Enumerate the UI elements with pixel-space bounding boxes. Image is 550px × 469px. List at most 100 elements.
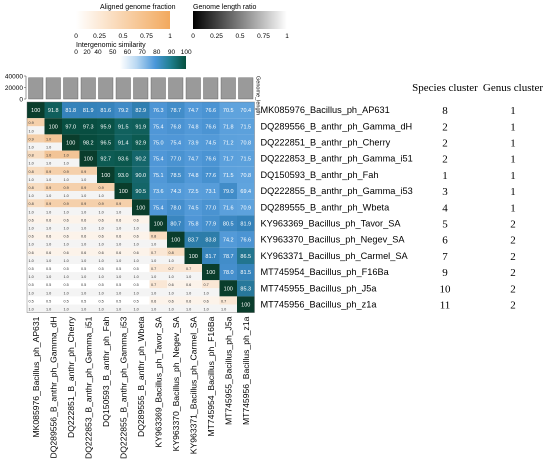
row-label: KY963369_Bacillus_ph_Tavor_SA — [261, 219, 402, 229]
length-ratio-value: 1.0 — [151, 291, 156, 295]
heatmap-cell-aligned-fraction — [62, 215, 80, 224]
genus-cluster-value: 1 — [510, 186, 516, 198]
aligned-fraction-value: 0.6 — [99, 251, 104, 255]
heatmap-cell-value: 75.4 — [153, 124, 164, 130]
length-ratio-value: 1.0 — [46, 243, 51, 247]
length-ratio-value: 1.0 — [151, 308, 156, 312]
length-ratio-value: 1.0 — [99, 210, 104, 214]
aligned-fraction-value: 0.5 — [134, 267, 139, 271]
heatmap-cell-aligned-fraction — [44, 166, 62, 175]
heatmap-cell-length-ratio — [44, 158, 62, 167]
heatmap-cell-length-ratio — [97, 191, 115, 200]
aligned-fraction-value: 0.6 — [116, 218, 121, 222]
length-legend-ticks: 0 0.25 0.5 0.75 1 — [191, 33, 289, 40]
heatmap-cell-value: 90.0 — [135, 173, 146, 179]
aligned-fraction-value: 0.6 — [186, 299, 191, 303]
heatmap-cell-aligned-fraction — [132, 280, 150, 289]
aligned-fraction-value: 0.5 — [64, 299, 69, 303]
heatmap-cell-similarity — [62, 118, 80, 135]
aligned-fraction-value: 0.7 — [151, 251, 156, 255]
length-ratio-value: 1.0 — [29, 210, 34, 214]
aligned-legend-tick: 0.25 — [93, 33, 106, 40]
aligned-legend-tick: 0.75 — [140, 33, 153, 40]
species-cluster-value: 11 — [440, 300, 451, 312]
bar-axis-label: Genome_length — [255, 76, 261, 115]
heatmap-cell-aligned-fraction — [219, 296, 237, 305]
aligned-fraction-value: 0.9 — [116, 202, 121, 206]
heatmap-cell-similarity — [202, 199, 220, 216]
heatmap-cell-aligned-fraction — [27, 280, 45, 289]
heatmap-cell-aligned-fraction — [27, 247, 45, 256]
aligned-fraction-value: 0.7 — [169, 267, 174, 271]
heatmap-cell-length-ratio — [27, 288, 45, 297]
length-ratio-value: 1.0 — [81, 275, 86, 279]
heatmap-cell-value: 73.6 — [153, 189, 164, 195]
heatmap-cell-length-ratio — [132, 239, 150, 248]
heatmap-cell-aligned-fraction — [114, 280, 132, 289]
heatmap-cell-value: 71.8 — [223, 124, 234, 130]
aligned-legend-tick: 0 — [74, 33, 78, 40]
aligned-fraction-value: 0.6 — [46, 251, 51, 255]
length-ratio-value: 1.0 — [116, 227, 121, 231]
aligned-fraction-value: 0.6 — [134, 251, 139, 255]
aligned-legend-ticks: 0 0.25 0.5 0.75 1 — [74, 33, 172, 40]
row-label: KY963371_Bacillus_ph_Carmel_SA — [261, 251, 409, 261]
aligned-fraction-value: 0.6 — [46, 235, 51, 239]
length-ratio-value: 1.0 — [64, 162, 69, 166]
heatmap-cell-value: 77.9 — [205, 222, 216, 228]
heatmap-cell-value: 100 — [49, 124, 58, 130]
length-ratio-value: 1.0 — [64, 243, 69, 247]
heatmap-cell-length-ratio — [167, 255, 185, 264]
similarity-legend-tick: 90 — [168, 49, 176, 56]
aligned-fraction-value: 0.6 — [81, 251, 86, 255]
aligned-fraction-value: 0.9 — [29, 121, 34, 125]
heatmap-cell-aligned-fraction — [184, 296, 202, 305]
heatmap-cell-aligned-fraction — [97, 264, 115, 273]
length-ratio-value: 1.0 — [29, 243, 34, 247]
heatmap-cell-similarity — [44, 102, 62, 119]
row-label: MT745954_Bacillus_ph_F16Ba — [261, 267, 390, 277]
heatmap-cell-value: 71.5 — [240, 157, 251, 163]
length-ratio-value: 1.0 — [186, 308, 191, 312]
genus-cluster-value: 2 — [510, 219, 516, 231]
heatmap-cell-length-ratio — [79, 255, 97, 264]
genus-cluster-value: 2 — [510, 267, 516, 279]
heatmap-cell-length-ratio — [167, 288, 185, 297]
heatmap-cell-value: 75.4 — [170, 141, 181, 147]
genus-cluster-value: 1 — [510, 138, 516, 150]
heatmap-cell-similarity — [149, 166, 167, 183]
heatmap-cell-length-ratio — [79, 191, 97, 200]
heatmap-cell-value: 69.4 — [240, 189, 251, 195]
heatmap-cell-value: 70.4 — [240, 108, 251, 114]
aligned-fraction-value: 0.5 — [81, 267, 86, 271]
heatmap-cell-length-ratio — [27, 158, 45, 167]
heatmap-cell-value: 81.9 — [240, 222, 251, 228]
heatmap-cell-length-ratio — [27, 304, 45, 313]
species-cluster-value: 10 — [440, 283, 452, 295]
heatmap-cell-value: 76.6 — [240, 238, 251, 244]
heatmap-cell-similarity — [237, 166, 255, 183]
length-ratio-value: 1.0 — [46, 210, 51, 214]
heatmap-cell-value: 100 — [241, 303, 250, 309]
heatmap-cell-similarity — [167, 134, 185, 151]
heatmap-cell-aligned-fraction — [62, 199, 80, 208]
aligned-fraction-value: 0.6 — [29, 218, 34, 222]
aligned-fraction-value: 0.5 — [99, 283, 104, 287]
heatmap-cell-aligned-fraction — [114, 231, 132, 240]
heatmap-cell-aligned-fraction — [27, 118, 45, 127]
genome-length-bar — [220, 77, 236, 100]
heatmap-cell-aligned-fraction — [149, 231, 167, 240]
heatmap-cell-length-ratio — [114, 207, 132, 216]
heatmap-cell-value: 74.7 — [188, 108, 199, 114]
length-ratio-value: 1.0 — [64, 227, 69, 231]
heatmap-cell-length-ratio — [62, 207, 80, 216]
heatmap-cell-similarity — [167, 118, 185, 135]
similarity-legend: Intergenomic similarity 0 20 40 50 60 70 80 90 1… — [74, 42, 192, 69]
aligned-fraction-value: 0.5 — [134, 299, 139, 303]
heatmap-cell-aligned-fraction — [44, 280, 62, 289]
genome-length-bar — [115, 77, 131, 100]
heatmap-cell-aligned-fraction — [79, 247, 97, 256]
similarity-legend-tick: 70 — [138, 49, 146, 56]
length-ratio-value: 1.0 — [99, 275, 104, 279]
species-cluster-value: 5 — [442, 219, 448, 231]
